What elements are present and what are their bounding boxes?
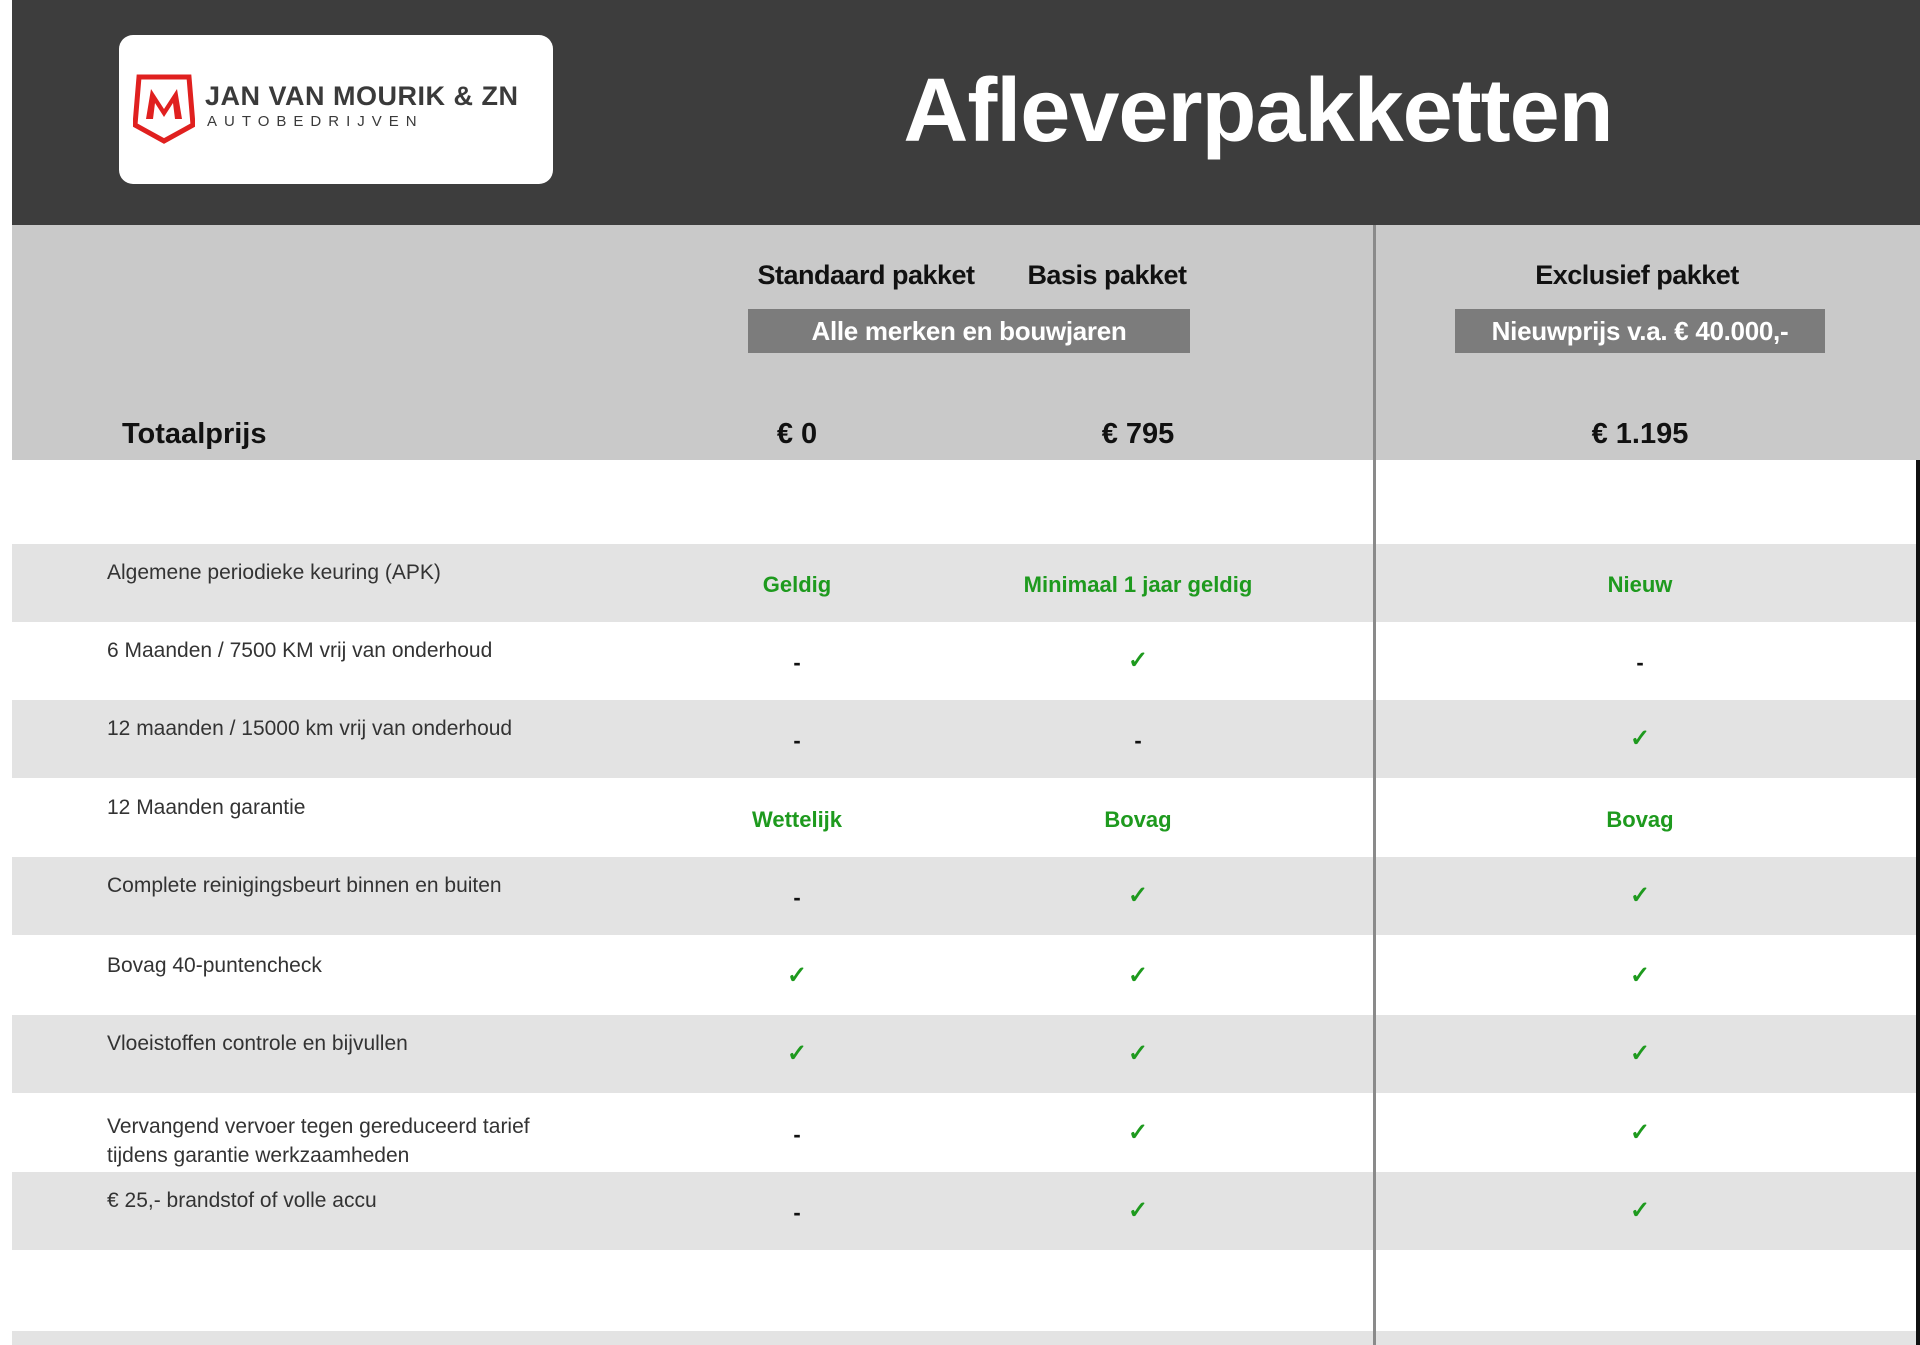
table-row [12, 1015, 1918, 1093]
column-header-exclusief: Exclusief pakket [1535, 260, 1739, 290]
tag-new-price: Nieuwprijs v.a. € 40.000,- [1455, 309, 1825, 353]
check-icon: ✓ [1629, 962, 1651, 989]
logo: JAN VAN MOURIK & ZN AUTOBEDRIJVEN [119, 35, 553, 184]
table-row [12, 857, 1918, 935]
check-icon: ✓ [1629, 1040, 1651, 1067]
value-cell: Bovag [1606, 807, 1674, 832]
row-label: Complete reinigingsbeurt binnen en buite… [107, 871, 502, 900]
check-icon: ✓ [1127, 882, 1149, 909]
check-icon: ✓ [1127, 1197, 1149, 1224]
dash-cell: - [793, 1200, 801, 1225]
value-cell: Wettelijk [751, 807, 843, 832]
check-icon: ✓ [1629, 1119, 1651, 1146]
tag-all-brands: Alle merken en bouwjaren [748, 309, 1190, 353]
row-label: Algemene periodieke keuring (APK) [107, 558, 441, 587]
check-icon: ✓ [1127, 1119, 1149, 1146]
check-icon: ✓ [1127, 647, 1149, 674]
check-icon: ✓ [786, 962, 808, 989]
row-label-line: Vloeistoffen controle en bijvullen [107, 1032, 408, 1055]
check-icon: ✓ [1629, 1197, 1651, 1224]
value-cell: Minimaal 1 jaar geldig [1023, 572, 1253, 597]
dash-cell: - [793, 885, 801, 910]
row-label: Vervangend vervoer tegen gereduceerd tar… [107, 1112, 530, 1170]
price-standaard: € 0 [776, 418, 818, 450]
right-border [1916, 460, 1920, 1345]
dash-cell: - [793, 728, 801, 753]
row-label-line: tijdens garantie werkzaamheden [107, 1144, 410, 1167]
column-divider [1373, 225, 1376, 1345]
row-label-line: 12 Maanden garantie [107, 796, 306, 819]
check-icon: ✓ [1629, 725, 1651, 752]
brand-subtitle: AUTOBEDRIJVEN [207, 113, 424, 130]
row-label-line: 12 maanden / 15000 km vrij van onderhoud [107, 717, 513, 740]
check-icon: ✓ [1629, 882, 1651, 909]
value-cell: Geldig [762, 572, 832, 597]
value-cell: Bovag [1104, 807, 1172, 832]
row-label: 12 maanden / 15000 km vrij van onderhoud [107, 714, 512, 743]
row-label: 12 Maanden garantie [107, 793, 306, 822]
dash-cell: - [793, 1122, 801, 1147]
table-row [12, 700, 1918, 778]
row-label-line: Complete reinigingsbeurt binnen en buite… [107, 874, 502, 897]
check-icon: ✓ [786, 1040, 808, 1067]
price-basis: € 795 [1101, 418, 1175, 450]
column-header-basis: Basis pakket [1027, 260, 1187, 290]
total-price-label: Totaalprijs [122, 418, 267, 450]
dash-cell: - [793, 650, 801, 675]
row-label: € 25,- brandstof of volle accu [107, 1186, 377, 1215]
value-cell: Nieuw [1607, 572, 1673, 597]
shield-logo-icon [133, 74, 195, 144]
bottom-band [12, 1331, 1918, 1345]
row-label: Bovag 40-puntencheck [107, 951, 322, 980]
row-label-line: 6 Maanden / 7500 KM vrij van onderhoud [107, 639, 493, 662]
dash-cell: - [1636, 650, 1644, 675]
row-label: Vloeistoffen controle en bijvullen [107, 1029, 408, 1058]
row-label-line: Bovag 40-puntencheck [107, 954, 322, 977]
row-label-line: € 25,- brandstof of volle accu [107, 1189, 377, 1212]
table-row [12, 544, 1918, 622]
page-title: Afleverpakketten [903, 61, 1613, 161]
row-label: 6 Maanden / 7500 KM vrij van onderhoud [107, 636, 492, 665]
row-label-line: Algemene periodieke keuring (APK) [107, 561, 441, 584]
brand-name: JAN VAN MOURIK & ZN [205, 81, 519, 111]
check-icon: ✓ [1127, 962, 1149, 989]
price-exclusief: € 1.195 [1591, 418, 1689, 450]
table-row [12, 1172, 1918, 1250]
column-header-standaard: Standaard pakket [757, 260, 975, 290]
row-label-line: Vervangend vervoer tegen gereduceerd tar… [107, 1115, 530, 1138]
check-icon: ✓ [1127, 1040, 1149, 1067]
dash-cell: - [1134, 728, 1142, 753]
